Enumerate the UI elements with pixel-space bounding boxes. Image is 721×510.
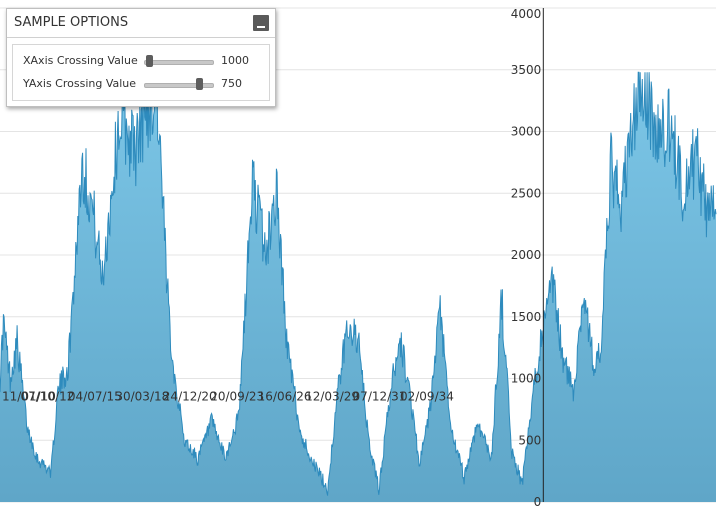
collapse-button[interactable] (253, 15, 269, 31)
xaxis-crossing-slider[interactable] (144, 55, 214, 67)
x-tick-label: 07/10/12 (20, 389, 74, 403)
x-tick-label: 30/03/18 (115, 389, 169, 403)
x-tick-label: 07/12/31 (353, 389, 407, 403)
yaxis-crossing-row: YAxis Crossing Value 750 (13, 74, 269, 94)
xaxis-crossing-label: XAxis Crossing Value (23, 54, 138, 67)
slider-track (144, 60, 214, 65)
yaxis-crossing-slider[interactable] (144, 78, 214, 90)
y-tick-label: 2500 (511, 186, 542, 200)
y-tick-label: 0 (534, 495, 542, 509)
x-tick-label: 12/03/29 (305, 389, 359, 403)
minimize-icon (257, 26, 265, 28)
panel-header: SAMPLE OPTIONS (7, 9, 275, 38)
x-tick-label: 02/09/34 (400, 389, 454, 403)
sample-options-panel: SAMPLE OPTIONS XAxis Crossing Value 1000… (6, 8, 276, 107)
xaxis-crossing-value: 1000 (221, 54, 249, 67)
series-line (0, 71, 717, 496)
x-tick-label: 24/12/20 (163, 389, 217, 403)
x-tick-label: 20/09/23 (210, 389, 264, 403)
y-tick-label: 1500 (511, 310, 542, 324)
yaxis-crossing-label: YAxis Crossing Value (23, 77, 137, 90)
y-tick-label: 2000 (511, 248, 542, 262)
panel-title: SAMPLE OPTIONS (14, 15, 129, 30)
slider-thumb[interactable] (145, 55, 153, 67)
slider-thumb[interactable] (195, 78, 203, 90)
x-tick-label: 04/07/15 (68, 389, 122, 403)
options-body: XAxis Crossing Value 1000 YAxis Crossing… (12, 44, 270, 101)
y-tick-label: 4000 (511, 7, 542, 21)
x-axis-tick-labels: 11/01/1007/10/1204/07/1530/03/1824/12/20… (2, 389, 454, 403)
series-area (0, 72, 716, 502)
y-tick-label: 3000 (511, 125, 542, 139)
x-tick-label: 11/01/10 (2, 389, 56, 403)
y-tick-label: 1000 (511, 372, 542, 386)
yaxis-crossing-value: 750 (221, 77, 242, 90)
y-tick-label: 500 (518, 433, 541, 447)
x-tick-label: 16/06/26 (258, 389, 312, 403)
slider-track (144, 83, 214, 88)
y-axis-tick-labels: 0 500 1000 1500 2000 2500 3000 3500 4000 (511, 7, 542, 509)
y-tick-label: 3500 (511, 63, 542, 77)
xaxis-crossing-row: XAxis Crossing Value 1000 (13, 51, 269, 71)
